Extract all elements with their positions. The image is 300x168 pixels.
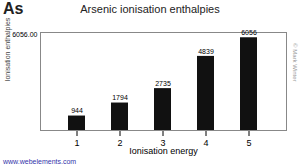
- svg-text:2735: 2735: [155, 80, 171, 87]
- svg-text:1: 1: [74, 138, 79, 148]
- html-text:www.webelements.com: www.webelements.com: [3, 158, 77, 165]
- svg-text:944: 944: [71, 107, 83, 114]
- svg-text:Ionisation enthalpies/kJ mol⁻¹: Ionisation enthalpies/kJ mol⁻¹: [4, 18, 12, 82]
- html-text:As: As: [3, 0, 24, 17]
- svg-text:6056: 6056: [241, 29, 257, 36]
- svg-text:2: 2: [117, 138, 122, 148]
- svg-text:© Mark Winter: © Mark Winter: [292, 43, 298, 81]
- svg-text:1794: 1794: [112, 94, 128, 101]
- svg-text:5: 5: [246, 138, 251, 148]
- html-text:Arsenic ionisation enthalpies: Arsenic ionisation enthalpies: [80, 3, 220, 15]
- svg-text:Ionisation energy: Ionisation energy: [129, 146, 198, 156]
- svg-text:4839: 4839: [198, 48, 214, 55]
- svg-text:3: 3: [160, 137, 166, 148]
- svg-text:6056.00: 6056.00: [12, 31, 37, 38]
- svg-text:4: 4: [203, 138, 208, 148]
